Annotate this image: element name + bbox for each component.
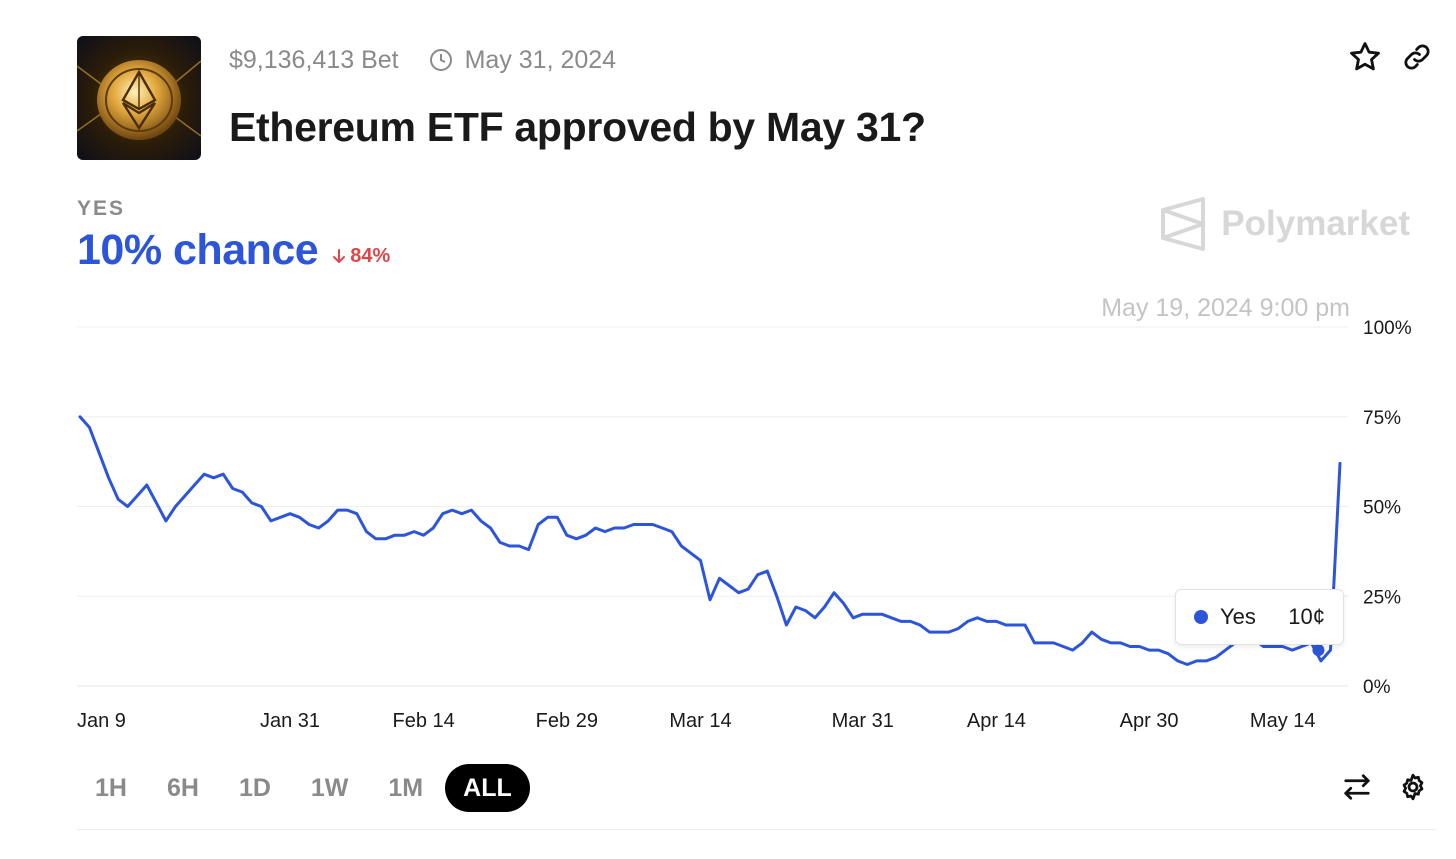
range-all-button[interactable]: ALL <box>445 764 530 812</box>
x-tick-label: Jan 9 <box>77 710 126 732</box>
outcome-label: YES <box>77 197 126 220</box>
x-tick-label: Apr 14 <box>967 710 1026 732</box>
x-tick-label: May 14 <box>1250 710 1316 732</box>
gear-icon[interactable] <box>1396 770 1430 804</box>
y-tick-label: 100% <box>1363 318 1412 339</box>
range-1m-button[interactable]: 1M <box>388 773 424 802</box>
price-chart[interactable]: 100% 75% 50% 25% 0% Jan 9 Jan 31 Feb 14 Feb 29 M… <box>0 0 1456 760</box>
x-tick-label: Mar 31 <box>832 710 894 732</box>
market-thumbnail <box>77 36 201 160</box>
chance-value: 10% chance <box>77 226 319 274</box>
range-1d-button[interactable]: 1D <box>238 773 271 802</box>
series-line-yes <box>78 415 1342 666</box>
chart-actions <box>1340 770 1430 804</box>
polymarket-watermark: Polymarket <box>1159 196 1410 252</box>
chance-row: 10% chance 84% <box>77 226 390 275</box>
divider <box>77 829 1436 830</box>
x-tick-label: Mar 14 <box>669 710 731 732</box>
chart-grid <box>77 326 1348 687</box>
top-actions <box>1348 40 1434 74</box>
time-range-selector: 1H 6H 1D 1W 1M ALL <box>77 764 534 812</box>
y-tick-label: 0% <box>1363 677 1391 698</box>
x-tick-label: Feb 14 <box>393 710 455 732</box>
x-axis-ticks: Jan 9 Jan 31 Feb 14 Feb 29 Mar 14 Mar 31 Apr 1… <box>77 710 1316 732</box>
arrow-down-icon <box>333 249 346 263</box>
y-tick-label: 25% <box>1363 587 1401 608</box>
clock-icon <box>429 48 453 72</box>
tooltip-price: 10¢ <box>1288 604 1325 629</box>
x-tick-label: Apr 30 <box>1120 710 1179 732</box>
x-tick-label: Jan 31 <box>260 710 320 732</box>
tooltip-series: Yes <box>1220 604 1256 629</box>
range-1h-button[interactable]: 1H <box>95 773 127 802</box>
change-value: 84% <box>350 244 391 267</box>
end-date-text: May 31, 2024 <box>464 45 617 74</box>
change-badge: 84% <box>332 245 390 268</box>
hover-date: May 19, 2024 9:00 pm <box>1101 294 1350 322</box>
hover-tooltip: Yes 10¢ <box>1175 589 1344 645</box>
market-title: Ethereum ETF approved by May 31? <box>229 104 926 150</box>
range-6h-button[interactable]: 6H <box>166 773 199 802</box>
volume-text: $9,136,413 Bet <box>229 45 399 74</box>
ethereum-coin-thumbnail <box>77 36 201 160</box>
x-tick-label: Feb 29 <box>536 710 598 732</box>
y-axis-ticks: 100% 75% 50% 25% 0% <box>1363 318 1412 698</box>
y-tick-label: 75% <box>1363 408 1401 429</box>
brand-name: Polymarket <box>1221 204 1410 243</box>
series-color-dot <box>1194 610 1208 624</box>
polymarket-logo-icon <box>1161 197 1206 251</box>
star-icon[interactable] <box>1348 40 1382 74</box>
link-icon[interactable] <box>1400 40 1434 74</box>
range-1w-button[interactable]: 1W <box>310 773 349 802</box>
y-tick-label: 50% <box>1363 498 1401 519</box>
hover-point <box>1312 644 1325 657</box>
market-meta: $9,136,413 Bet May 31, 2024 <box>229 42 616 78</box>
swap-icon[interactable] <box>1340 770 1374 804</box>
